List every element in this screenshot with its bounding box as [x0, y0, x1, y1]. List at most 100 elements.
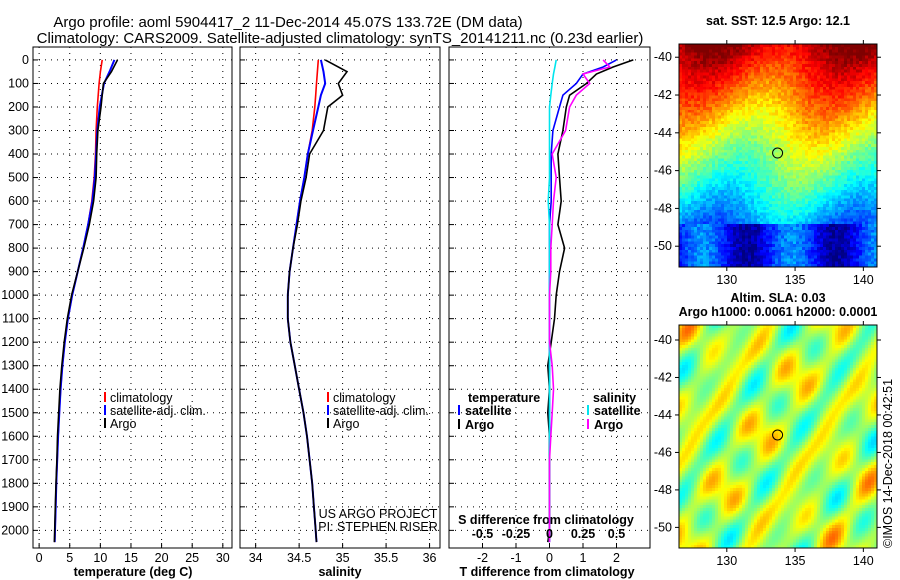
- temperature-axis-label: temperature (deg C): [74, 565, 193, 579]
- series-line-climatology: [286, 59, 320, 543]
- attribution-line-1: US ARGO PROJECT: [319, 507, 438, 521]
- depth-tick-label: 300: [8, 124, 29, 138]
- depth-tick-label: 100: [8, 76, 29, 90]
- depth-tick-label: 500: [8, 171, 29, 185]
- legend-label: Argo: [333, 417, 359, 431]
- s-diff-tick-label: 0.25: [571, 527, 595, 541]
- depth-tick-label: 600: [8, 194, 29, 208]
- series-line-argo: [53, 59, 119, 543]
- series-line-argo: [286, 59, 349, 543]
- legend-label: Argo: [594, 418, 624, 432]
- depth-tick-label: 700: [8, 218, 29, 232]
- depth-tick-label: 1300: [1, 359, 29, 373]
- s-diff-tick-label: 0.5: [608, 527, 625, 541]
- map-lat-label: -50: [654, 520, 672, 534]
- map-lat-label: -46: [654, 445, 672, 459]
- depth-tick-label: 1600: [1, 429, 29, 443]
- depth-tick-label: 1700: [1, 453, 29, 467]
- legend-label: satellite-adj. clim.: [333, 404, 429, 418]
- map-lon-label: 130: [716, 554, 737, 568]
- x-tick-label: 34: [249, 551, 263, 565]
- map-lat-label: -42: [654, 370, 672, 384]
- x-tick-label: -2: [477, 551, 488, 565]
- series-line-s-argo: [548, 59, 612, 543]
- depth-tick-label: 1100: [2, 312, 29, 326]
- depth-tick-label: 900: [8, 265, 29, 279]
- s-diff-tick-label: 0: [546, 527, 553, 541]
- map-frame: [678, 324, 878, 549]
- series-line-t-satellite: [548, 59, 617, 543]
- legend-label: climatology: [110, 391, 173, 405]
- salinity-axis-label: salinity: [318, 565, 361, 579]
- x-tick-label: 0: [546, 551, 553, 565]
- legend-label: Argo: [465, 418, 495, 432]
- x-tick-label: 35: [336, 551, 350, 565]
- title-line-2: Climatology: CARS2009. Satellite-adjuste…: [37, 30, 644, 47]
- s-diff-tick-label: -0.5: [472, 527, 494, 541]
- legend-label: Argo: [110, 417, 136, 431]
- s-diff-axis-label: S difference from climatology: [458, 513, 634, 527]
- x-tick-label: 30: [216, 551, 230, 565]
- map-lat-label: -50: [654, 239, 672, 253]
- depth-tick-label: 1900: [1, 500, 29, 514]
- title-line-1: Argo profile: aoml 5904417_2 11-Dec-2014…: [53, 14, 522, 31]
- map-lat-label: -44: [654, 408, 672, 422]
- sla-map-title-1: Altim. SLA: 0.03: [730, 291, 825, 305]
- legend-label: satellite: [465, 404, 512, 418]
- sla-map-title-2: Argo h1000: 0.0061 h2000: 0.0001: [679, 305, 878, 319]
- x-tick-label: 5: [66, 551, 73, 565]
- legend-label: satellite: [594, 404, 641, 418]
- depth-tick-label: 1000: [1, 288, 29, 302]
- depth-tick-label: 200: [8, 100, 29, 114]
- attribution-line-2: PI: STEPHEN RISER: [318, 520, 437, 534]
- timestamp: ©IMOS 14-Dec-2018 00:42:51: [881, 379, 895, 548]
- sla-map-image: [679, 325, 877, 548]
- series-line-t-argo: [546, 59, 634, 543]
- x-tick-label: 36: [423, 551, 437, 565]
- legend-title-salinity: salinity: [593, 391, 636, 405]
- map-lon-label: 135: [785, 273, 806, 287]
- depth-tick-label: 2000: [1, 523, 29, 537]
- s-diff-tick-label: -0.25: [502, 527, 531, 541]
- legend-label: climatology: [333, 391, 396, 405]
- t-diff-axis-label: T difference from climatology: [459, 565, 634, 579]
- map-lat-label: -48: [654, 201, 672, 215]
- x-tick-label: 34.5: [287, 551, 311, 565]
- x-tick-label: 25: [185, 551, 199, 565]
- x-tick-label: 1: [580, 551, 587, 565]
- map-lat-label: -40: [654, 333, 672, 347]
- map-lat-label: -42: [654, 88, 672, 102]
- map-lon-label: 140: [853, 273, 874, 287]
- depth-tick-label: 800: [8, 241, 29, 255]
- depth-tick-label: 1200: [1, 335, 29, 349]
- map-lat-label: -40: [654, 50, 672, 64]
- depth-tick-label: 1500: [1, 406, 29, 420]
- depth-tick-label: 400: [8, 147, 29, 161]
- plot-frame: [448, 46, 651, 549]
- x-tick-label: -1: [510, 551, 521, 565]
- map-lat-label: -46: [654, 164, 672, 178]
- x-tick-label: 10: [93, 551, 107, 565]
- map-lon-label: 135: [785, 554, 806, 568]
- series-line-satellite-adj-clim-: [286, 59, 327, 543]
- plot-frame: [32, 46, 233, 549]
- argo-location-marker: [772, 429, 784, 441]
- series-line-satellite-adj-clim-: [53, 59, 116, 543]
- map-lon-label: 130: [716, 273, 737, 287]
- x-tick-label: 0: [36, 551, 43, 565]
- x-tick-label: 35.5: [374, 551, 398, 565]
- x-tick-label: 20: [155, 551, 169, 565]
- plot-frame: [239, 46, 441, 549]
- argo-location-marker: [772, 147, 784, 159]
- sst-map-image: [679, 44, 877, 267]
- depth-tick-label: 0: [22, 53, 29, 67]
- depth-tick-label: 1800: [1, 476, 29, 490]
- map-frame: [678, 43, 878, 268]
- map-lat-label: -44: [654, 126, 672, 140]
- map-lat-label: -48: [654, 483, 672, 497]
- sst-map-title: sat. SST: 12.5 Argo: 12.1: [706, 14, 850, 28]
- series-line-climatology: [53, 59, 103, 543]
- x-tick-label: 15: [124, 551, 138, 565]
